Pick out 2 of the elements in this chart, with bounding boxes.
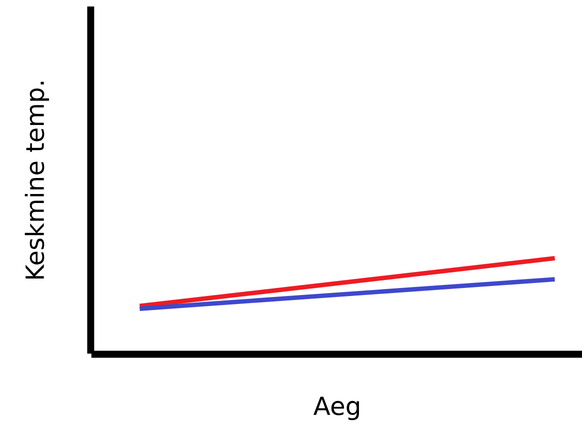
x-axis-title: Aeg bbox=[314, 396, 359, 420]
y-axis-title: Keskmine temp. bbox=[24, 82, 50, 279]
